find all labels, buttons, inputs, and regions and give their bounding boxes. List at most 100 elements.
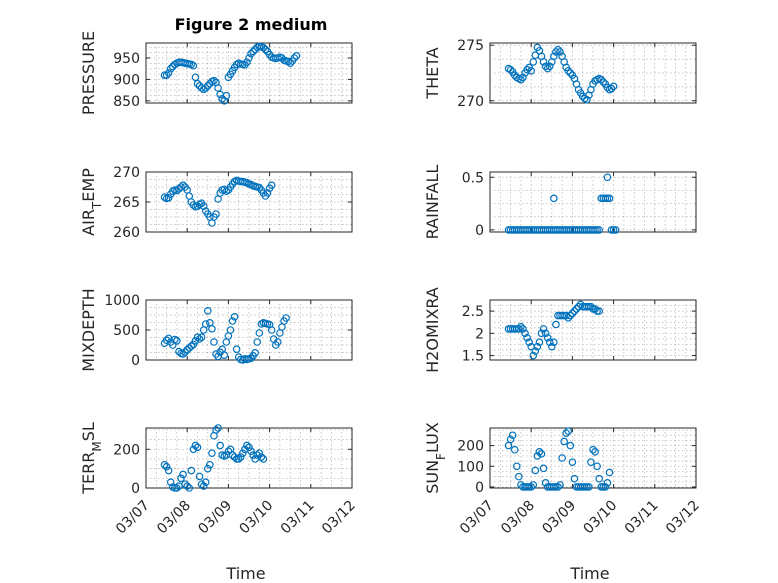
data-series: [160, 306, 290, 364]
data-point: [535, 447, 544, 456]
y-tick-label: 200: [457, 439, 484, 455]
y-tick-label: 275: [457, 38, 484, 54]
data-point: [519, 73, 527, 82]
data-point: [607, 226, 616, 234]
data-point: [583, 95, 591, 104]
data-point: [568, 309, 577, 318]
data-point: [255, 183, 264, 192]
data-point: [185, 484, 194, 492]
y-axis-label: MIXDEPTH: [79, 288, 98, 371]
data-point: [566, 441, 575, 450]
x-tick-label: 03/10: [237, 498, 277, 538]
data-point: [556, 48, 564, 56]
data-point: [212, 426, 220, 434]
data-point: [587, 302, 595, 311]
y-axis-label: SUNFLUX: [423, 422, 448, 494]
data-point: [255, 449, 264, 457]
data-point: [539, 58, 548, 66]
subplot-1: 270 275 THETA: [423, 38, 697, 110]
data-point: [249, 47, 257, 56]
data-point: [197, 480, 206, 488]
data-series: [160, 42, 301, 105]
data-point: [603, 479, 612, 487]
data-point: [245, 443, 253, 452]
data-point: [515, 472, 523, 481]
data-point: [570, 307, 579, 315]
y-axis-label: TERRMSL: [79, 422, 104, 495]
y-tick-label: 270: [457, 94, 484, 110]
data-point: [583, 483, 591, 491]
y-tick-label: 0: [131, 481, 140, 497]
subplot-3: 0 0.5 RAINFALL: [423, 165, 697, 240]
y-axis-label: RAINFALL: [423, 165, 442, 240]
data-point: [177, 183, 185, 191]
data-point: [201, 320, 210, 328]
data-series: [504, 173, 620, 234]
x-axis-label: Time: [569, 564, 609, 583]
data-point: [206, 460, 214, 469]
data-point: [204, 82, 212, 90]
data-point: [547, 342, 556, 351]
data-point: [259, 43, 268, 52]
data-point: [527, 483, 536, 491]
data-series: [160, 424, 268, 492]
data-point: [541, 479, 550, 487]
data-point: [597, 75, 606, 84]
data-point: [595, 226, 603, 234]
data-point: [537, 450, 546, 458]
data-point: [187, 342, 196, 351]
data-point: [535, 338, 544, 347]
data-point: [247, 49, 255, 58]
data-point: [599, 78, 608, 86]
data-point: [245, 54, 253, 62]
data-point: [164, 69, 173, 77]
data-point: [160, 460, 169, 469]
y-tick-label: 900: [113, 72, 140, 88]
data-point: [173, 484, 181, 492]
data-point: [593, 307, 601, 315]
data-point: [568, 458, 577, 466]
y-tick-label: 0.5: [462, 170, 484, 186]
x-tick-label: 03/09: [539, 498, 579, 538]
data-point: [517, 75, 525, 84]
data-point: [181, 480, 189, 488]
data-point: [593, 462, 601, 471]
data-point: [580, 483, 589, 491]
data-point: [179, 350, 187, 358]
data-point: [214, 84, 222, 92]
data-point: [179, 470, 187, 479]
data-point: [216, 441, 224, 450]
data-point: [545, 62, 554, 71]
data-point: [195, 335, 204, 343]
data-point: [515, 325, 523, 333]
data-point: [558, 454, 566, 462]
data-point: [585, 483, 593, 491]
data-point: [601, 194, 610, 203]
data-point: [531, 347, 540, 355]
data-point: [164, 466, 173, 475]
data-point: [587, 458, 595, 466]
data-point: [539, 325, 548, 333]
data-point: [506, 65, 515, 74]
data-point: [525, 338, 533, 347]
y-tick-label: 0: [475, 480, 484, 496]
data-point: [232, 455, 241, 463]
subplot-0: 850 900 950 PRESSURE: [79, 31, 353, 115]
data-point: [191, 441, 200, 450]
data-point: [589, 445, 597, 454]
data-point: [552, 483, 560, 491]
x-tick-label: 03/12: [319, 498, 359, 538]
data-point: [259, 455, 268, 463]
data-point: [550, 338, 558, 347]
data-point: [601, 483, 610, 491]
subplot-5: 1.5 2 2.5 H2OMIXRA: [423, 287, 697, 373]
x-tick-label: 03/11: [622, 498, 662, 538]
data-point: [512, 462, 521, 471]
data-point: [193, 79, 202, 88]
data-point: [593, 226, 601, 234]
data-point: [282, 314, 290, 322]
y-tick-label: 270: [113, 165, 140, 181]
data-point: [228, 451, 237, 459]
plot-frame: [489, 171, 697, 233]
